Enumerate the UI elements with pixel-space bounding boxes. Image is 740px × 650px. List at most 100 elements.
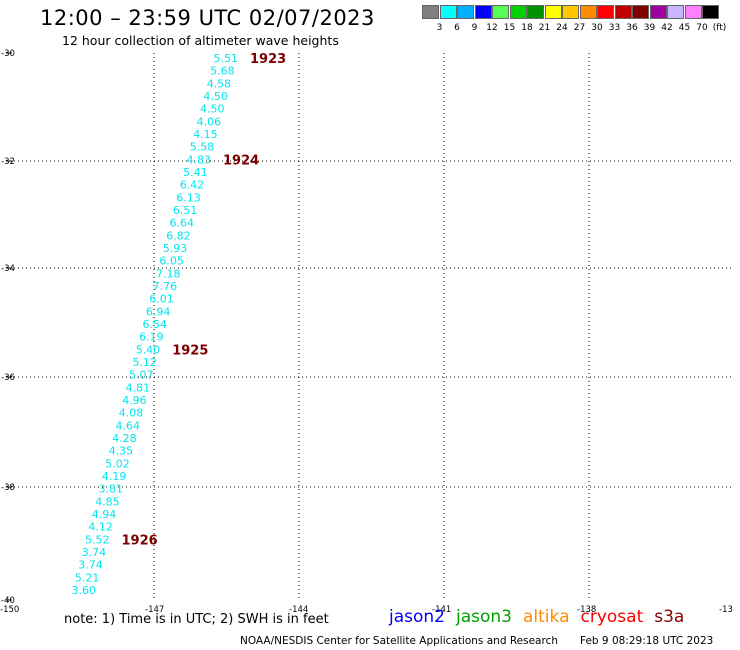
legend-swatch — [492, 5, 509, 19]
wave-height-value: 6.64 — [170, 217, 195, 230]
credit-text: NOAA/NESDIS Center for Satellite Applica… — [240, 635, 558, 647]
legend-swatch — [667, 5, 684, 19]
wave-height-value: 4.15 — [193, 128, 218, 141]
legend-swatch — [702, 5, 719, 19]
legend-label: 24 — [556, 23, 568, 33]
wave-height-value: 5.21 — [75, 571, 100, 584]
legend-label: 15 — [503, 23, 516, 33]
wave-height-value: 4.08 — [119, 407, 144, 420]
legend-swatch — [614, 5, 632, 19]
legend-swatch — [632, 5, 649, 19]
satellite-s3a: s3a — [654, 607, 685, 627]
longitude-label: -141 — [432, 605, 451, 615]
wave-height-value: 5.02 — [105, 457, 130, 470]
footer-note: note: 1) Time is in UTC; 2) SWH is in fe… — [64, 612, 329, 627]
wave-height-value: 4.12 — [88, 521, 113, 534]
legend-label: 3 — [436, 23, 443, 33]
pass-time-marker: 1925 — [172, 343, 208, 358]
footer-timestamp: Feb 9 08:29:18 UTC 2023 — [580, 635, 714, 647]
wave-height-value: 5.41 — [183, 166, 208, 179]
latitude-label: -30 — [1, 49, 15, 59]
wave-height-track: 5.515.684.584.504.504.064.155.584.835.41… — [72, 52, 239, 597]
wave-height-value: 3.74 — [82, 546, 107, 559]
wave-height-value: 4.19 — [102, 470, 127, 483]
longitude-label: -147 — [145, 605, 164, 615]
legend-label: 36 — [626, 23, 638, 33]
page-title: 12:00 – 23:59 UTC 02/07/2023 — [40, 6, 375, 30]
longitude-label: -144 — [289, 605, 308, 615]
legend-label: 27 — [573, 23, 586, 33]
wave-height-value: 4.96 — [122, 394, 147, 407]
legend-swatch — [544, 5, 562, 19]
wave-height-value: 4.64 — [116, 419, 141, 432]
latitude-label: -36 — [1, 373, 15, 383]
wave-height-value: 6.01 — [149, 293, 174, 306]
wave-height-value: 6.13 — [176, 191, 201, 204]
wave-height-value: 4.85 — [95, 495, 120, 508]
wave-height-value: 4.50 — [200, 103, 225, 116]
wave-height-value: 6.51 — [173, 204, 198, 217]
legend-swatch — [422, 5, 439, 19]
legend-label: 6 — [454, 23, 460, 33]
satellite-cryosat: cryosat — [580, 607, 644, 627]
legend-label: 30 — [591, 23, 603, 33]
wave-height-value: 6.54 — [143, 318, 168, 331]
wave-height-value: 7.18 — [156, 267, 181, 280]
satellite-legend: jason2 jason3 altika cryosat s3a — [389, 607, 695, 627]
legend-label: 39 — [643, 23, 656, 33]
pass-time-marker: 1923 — [250, 52, 286, 67]
legend-swatch — [457, 5, 474, 19]
wave-height-value: 4.58 — [207, 77, 232, 90]
map-axes: -30 -32 -34 -36 -38 -40-150 -147 -144 -141 -138 -1… — [0, 49, 733, 615]
wave-height-value: 5.58 — [190, 141, 215, 154]
latitude-label: -38 — [1, 483, 15, 493]
pass-time-marker: 1924 — [223, 153, 259, 168]
wave-height-value: 3.81 — [99, 483, 124, 496]
wave-height-value: 4.83 — [187, 153, 212, 166]
legend-label: 45 — [678, 23, 691, 33]
satellite-altika: altika — [523, 607, 570, 627]
legend-label: 70 — [696, 23, 708, 33]
legend-swatch — [684, 5, 702, 19]
wave-height-value: 6.05 — [159, 255, 184, 268]
map-grid — [10, 53, 733, 600]
longitude-label: -13 — [719, 605, 733, 615]
wave-height-value: 4.28 — [112, 432, 137, 445]
longitude-label: -150 — [0, 605, 19, 615]
legend-label: (ft) — [712, 23, 727, 33]
satellite-jason3: jason3 — [456, 607, 512, 627]
legend-swatch — [439, 5, 457, 19]
satellite-jason2: jason2 — [389, 607, 445, 627]
wave-height-value: 6.42 — [180, 179, 205, 192]
legend-swatch — [649, 5, 667, 19]
wave-height-value: 5.68 — [210, 65, 235, 78]
wave-height-value: 4.94 — [92, 508, 117, 521]
legend-label: 42 — [661, 23, 673, 33]
wave-height-value: 5.40 — [136, 343, 161, 356]
wave-height-value: 6.19 — [139, 331, 164, 344]
legend-label: 18 — [521, 23, 533, 33]
legend-label: 33 — [608, 23, 621, 33]
legend-label: 21 — [538, 23, 551, 33]
wave-height-value: 4.06 — [197, 115, 222, 128]
legend-swatch — [579, 5, 597, 19]
wave-height-value: 7.76 — [153, 280, 178, 293]
wave-height-value: 4.35 — [109, 445, 134, 458]
wave-height-value: 3.74 — [78, 559, 103, 572]
longitude-label: -138 — [577, 605, 596, 615]
legend-swatch — [562, 5, 579, 19]
wave-height-value: 5.51 — [214, 52, 239, 65]
page-subtitle: 12 hour collection of altimeter wave hei… — [62, 33, 339, 48]
pass-time-marker: 1926 — [122, 533, 158, 548]
legend-label: 9 — [471, 23, 478, 33]
footer-credit: NOAA/NESDIS Center for Satellite Applica… — [240, 635, 713, 647]
legend-swatch — [597, 5, 614, 19]
wave-height-value: 5.52 — [85, 533, 110, 546]
wave-height-value: 6.82 — [166, 229, 191, 242]
legend-label: 12 — [486, 23, 498, 33]
wave-height-value: 5.12 — [132, 356, 157, 369]
latitude-label: -32 — [1, 157, 15, 167]
legend-swatch — [509, 5, 527, 19]
wave-height-value: 4.81 — [126, 381, 151, 394]
